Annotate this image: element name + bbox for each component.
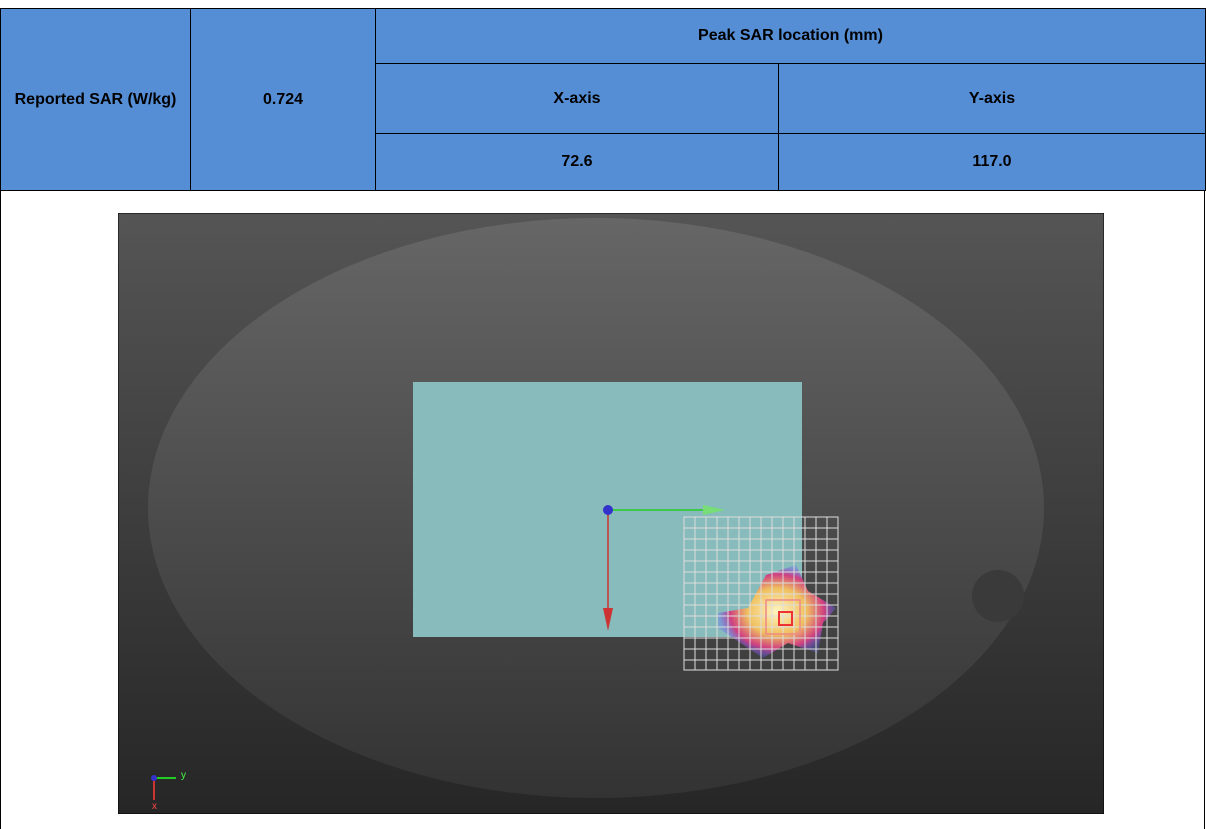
- image-cell: [0, 190, 1205, 829]
- axis-x-label: x: [152, 801, 157, 812]
- y-value: 117.0: [778, 133, 1206, 191]
- reported-sar-value: 0.724: [190, 8, 376, 191]
- x-axis-label: X-axis: [375, 63, 779, 134]
- sar-table: Reported SAR (W/kg) 0.724 Peak SAR locat…: [0, 8, 1206, 191]
- reported-sar-label: Reported SAR (W/kg): [0, 8, 191, 191]
- sar-scan-image: y x: [118, 213, 1104, 814]
- peak-location-label: Peak SAR location (mm): [375, 8, 1206, 64]
- x-value: 72.6: [375, 133, 779, 191]
- axis-y-label: y: [181, 770, 186, 781]
- y-axis-label: Y-axis: [778, 63, 1206, 134]
